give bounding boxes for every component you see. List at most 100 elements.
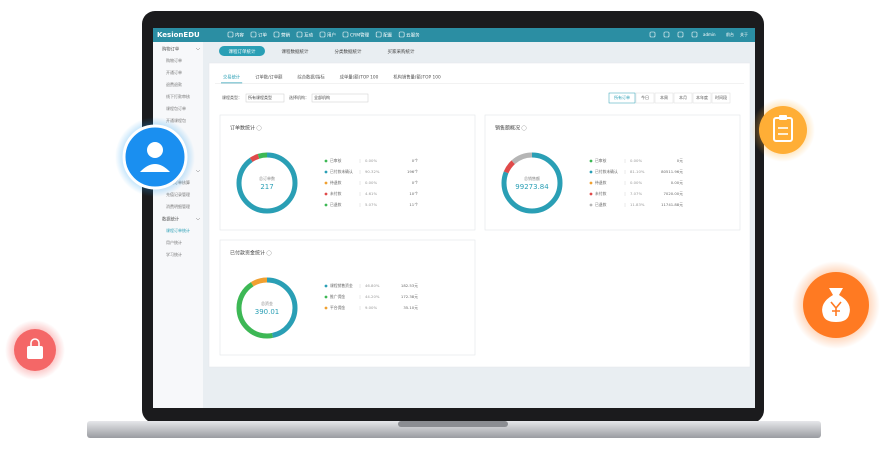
sidebar-item[interactable]: 课程包订单 (166, 105, 186, 111)
row-pct: 0.00% (365, 180, 377, 185)
row-pct: 0.00% (630, 180, 642, 185)
help-icon (256, 125, 262, 131)
row-amount: 0个 (412, 158, 418, 163)
row-name: 已付款未确认 (595, 169, 618, 174)
row-amount: 0个 (412, 180, 418, 185)
legend-dot (324, 284, 328, 288)
nav-item[interactable]: 营销 (281, 32, 290, 39)
sidebar-group[interactable]: 数据统计 (162, 216, 180, 223)
donut-segment (236, 152, 298, 214)
range-button-label[interactable]: 今日 (641, 94, 649, 100)
nav-item[interactable]: 配置 (383, 33, 392, 39)
nav-icon (227, 31, 234, 38)
sidebar-group[interactable]: 购物订单 (162, 46, 180, 53)
sidebar-item[interactable]: 课程订单统计 (166, 227, 190, 233)
legend-dot (324, 159, 328, 163)
range-button[interactable] (654, 92, 674, 104)
row-pct: 0.00% (365, 158, 377, 163)
nav-item[interactable]: 云服务 (406, 32, 420, 39)
filter-label: 课程类型： (222, 94, 242, 100)
range-button[interactable] (692, 92, 712, 104)
notch (398, 421, 508, 427)
nav-icon (398, 31, 405, 38)
row-amount: 11个 (409, 202, 418, 207)
row-amount: 196个 (407, 169, 418, 174)
range-button[interactable] (673, 92, 693, 104)
sidebar-item[interactable]: 开通课程包 (166, 117, 186, 123)
range-button[interactable] (608, 92, 636, 104)
range-button-label[interactable]: 本月 (679, 94, 687, 100)
select[interactable] (245, 93, 285, 103)
top-link[interactable]: 前台 (726, 31, 734, 37)
toolbar-icon (663, 31, 670, 38)
donut-value: 217 (260, 183, 273, 191)
tab[interactable]: 课程数据统计 (282, 48, 309, 55)
select-value: 全部机构 (314, 94, 330, 100)
select-value: 所有课程类型 (248, 94, 272, 100)
row-amount: 10个 (409, 191, 418, 196)
nav-item[interactable]: CRM管理 (350, 32, 370, 39)
sidebar-item[interactable]: 学习统计 (166, 251, 182, 257)
sidebar-item[interactable]: 线下打款审核 (166, 93, 190, 99)
bag-icon (5, 320, 65, 380)
tab[interactable]: 分类数据统计 (335, 48, 362, 55)
nav-icon (342, 31, 349, 38)
select[interactable] (311, 93, 369, 103)
nav-icon (319, 31, 326, 38)
card-title: 销售额概况 (495, 125, 520, 132)
legend-dot (324, 295, 328, 299)
nav-item[interactable]: 互动 (304, 32, 313, 39)
top-link[interactable]: 关于 (740, 31, 748, 37)
row-pct: 46.80% (365, 283, 380, 288)
laptop-base (87, 421, 821, 438)
range-button-label[interactable]: 本年度 (696, 94, 708, 100)
row-pct: 44.20% (365, 294, 380, 299)
subtab[interactable]: 机构销售量(额)TOP 100 (393, 74, 441, 81)
user-icon (115, 117, 195, 197)
user-name[interactable]: admin (703, 32, 716, 37)
row-amount: 7020.00元 (664, 191, 684, 196)
row-amount: 80511.96元 (661, 169, 683, 174)
legend-dot (589, 170, 593, 174)
row-amount: 35.10元 (403, 305, 418, 310)
chevron (195, 217, 201, 221)
nav-item[interactable]: 内容 (235, 32, 244, 39)
row-pct: 9.00% (365, 305, 377, 310)
sidebar-item[interactable]: 充值记录管理 (166, 191, 190, 197)
row-amount: 182.53元 (401, 283, 418, 288)
brand: KesionEDU (157, 31, 200, 39)
money-icon (792, 261, 880, 349)
row-name: 未付款 (595, 191, 607, 196)
legend-dot (324, 192, 328, 196)
subtab[interactable]: 综合数据/指标 (297, 74, 325, 81)
row-amount: 172.38元 (401, 294, 418, 299)
range-button-label[interactable]: 本周 (660, 94, 668, 100)
range-button-label[interactable]: 时间段 (715, 94, 727, 100)
range-button[interactable] (635, 92, 655, 104)
tab[interactable]: 课程订单统计 (229, 48, 256, 55)
row-name: 待退款 (595, 180, 607, 185)
sidebar-item[interactable]: 用户统计 (166, 239, 182, 245)
row-amount: 0元 (677, 158, 683, 163)
sidebar-item[interactable]: 消费明细管理 (166, 203, 190, 209)
toolbar-icon (677, 31, 684, 38)
subtab[interactable]: 订单数/订单额 (255, 74, 283, 81)
legend-dot (324, 306, 328, 310)
nav-item[interactable]: 订单 (258, 32, 267, 39)
tab[interactable]: 买家采购统计 (388, 48, 415, 55)
range-button-label[interactable]: 所有订单 (614, 94, 630, 100)
toolbar-icon (691, 31, 698, 38)
row-amount: 11741.88元 (661, 202, 683, 207)
donut-value: 99273.84 (515, 183, 549, 191)
nav-item[interactable]: 用户 (327, 32, 336, 39)
range-button[interactable] (711, 92, 731, 104)
sidebar-item[interactable]: 退费退款 (166, 81, 182, 87)
subtab[interactable]: 成单量(额)TOP 100 (340, 74, 379, 81)
sidebar-item[interactable]: 购物订单 (166, 57, 182, 63)
sidebar-item[interactable]: 开通订单 (166, 69, 182, 75)
donut-label: 总销售额 (524, 175, 540, 181)
filter-label: 选择机构： (289, 94, 309, 100)
subtab[interactable]: 交易统计 (223, 74, 241, 81)
row-name: 课程销售资金 (330, 283, 353, 288)
